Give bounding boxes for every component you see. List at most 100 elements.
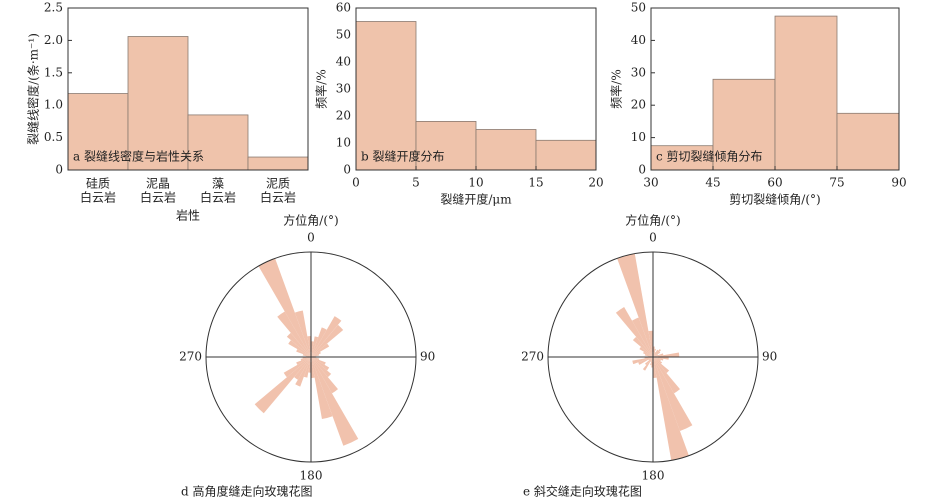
x-tick-label: 泥质: [266, 177, 290, 191]
bar: [535, 139, 597, 171]
petal: [650, 357, 653, 366]
petal: [311, 327, 327, 357]
petal: [653, 352, 680, 357]
petal: [650, 357, 653, 362]
y-tick-label: 2.0: [44, 33, 63, 47]
petal: [311, 357, 330, 371]
petal: [653, 354, 658, 357]
petal: [653, 357, 680, 394]
x-tick-label: 白云岩: [200, 190, 236, 205]
petal: [642, 357, 653, 371]
x-tick-label: 90: [891, 176, 906, 190]
petal: [653, 357, 661, 362]
petal: [296, 357, 311, 365]
petal: [311, 341, 314, 357]
petal: [653, 357, 657, 378]
petal: [311, 357, 332, 378]
y-tick-label: 60: [336, 1, 351, 15]
x-axis-label: 剪切裂缝倾角/(°): [729, 192, 820, 207]
x-tick-label: 硅质: [86, 177, 110, 191]
bar: [415, 121, 477, 171]
x-tick-label: 10: [468, 176, 483, 190]
plot-frame: [355, 7, 597, 171]
direction-label: 0: [649, 231, 657, 245]
x-tick-label: 45: [705, 176, 720, 190]
petal: [638, 357, 653, 365]
petal: [294, 357, 311, 380]
petal: [302, 354, 311, 357]
petal: [653, 351, 661, 357]
petal: [653, 348, 662, 357]
caption: e 斜交缝走向玫瑰花图: [523, 484, 642, 499]
bar: [712, 78, 776, 171]
x-axis-label: 岩性: [176, 208, 200, 223]
petal: [643, 351, 653, 357]
petal: [307, 336, 311, 357]
y-tick-label: 10: [631, 130, 646, 144]
petal: [311, 357, 338, 394]
x-tick-label: 藻: [212, 177, 224, 191]
petal: [311, 357, 333, 420]
bar: [774, 15, 838, 171]
direction-label: 180: [300, 469, 323, 483]
x-tick-label: 0: [352, 176, 360, 190]
petal: [311, 357, 326, 365]
petal: [277, 311, 311, 357]
y-tick-label: 40: [631, 33, 646, 47]
petal: [644, 357, 653, 366]
y-tick-label: 50: [631, 1, 646, 15]
y-tick-label: 20: [631, 98, 646, 112]
y-tick-label: 40: [336, 55, 351, 69]
petal: [286, 332, 311, 357]
petal: [288, 340, 311, 357]
bar: [247, 156, 309, 171]
petal: [644, 354, 653, 357]
petal: [653, 348, 656, 357]
petal: [311, 354, 320, 357]
annotation: a 裂缝线密度与岩性关系: [73, 149, 204, 164]
y-tick-label: 2.5: [44, 1, 63, 15]
petal: [648, 330, 653, 357]
petal: [653, 352, 656, 357]
petal: [615, 306, 653, 357]
x-tick-label: 75: [829, 176, 844, 190]
petal: [653, 349, 659, 357]
y-tick-label: 0: [55, 163, 63, 177]
annotation: c 剪切裂缝倾角分布: [656, 149, 763, 164]
petal: [632, 336, 653, 357]
petal: [653, 357, 669, 360]
x-tick-label: 15: [528, 176, 543, 190]
bar: [127, 36, 189, 171]
petal: [648, 357, 653, 361]
petal: [639, 346, 653, 357]
y-axis-label: 频率/%: [314, 69, 329, 108]
direction-label: 0: [307, 231, 315, 245]
petal: [311, 357, 320, 360]
petal: [283, 357, 311, 378]
x-tick-label: 白云岩: [140, 190, 176, 205]
petal: [308, 357, 311, 373]
petal: [294, 310, 311, 357]
petal: [653, 357, 693, 432]
x-tick-label: 60: [767, 176, 782, 190]
petal: [311, 357, 359, 446]
petal: [296, 349, 311, 357]
petal: [254, 357, 311, 414]
petal: [311, 324, 344, 357]
direction-label: 90: [762, 350, 777, 364]
direction-label: 270: [179, 350, 202, 364]
petal: [653, 353, 664, 357]
petal: [653, 357, 664, 361]
y-tick-label: 10: [336, 136, 351, 150]
petal: [295, 357, 311, 387]
petal: [632, 357, 653, 365]
petal: [653, 357, 670, 374]
x-tick-label: 20: [588, 176, 603, 190]
y-tick-label: 0: [638, 163, 646, 177]
x-axis-label: 裂缝开度/μm: [440, 192, 512, 207]
annotation: b 裂缝开度分布: [361, 149, 445, 164]
y-tick-label: 1.5: [44, 65, 63, 79]
bar: [187, 114, 249, 171]
rose-title: 方位角/(°): [283, 213, 338, 228]
